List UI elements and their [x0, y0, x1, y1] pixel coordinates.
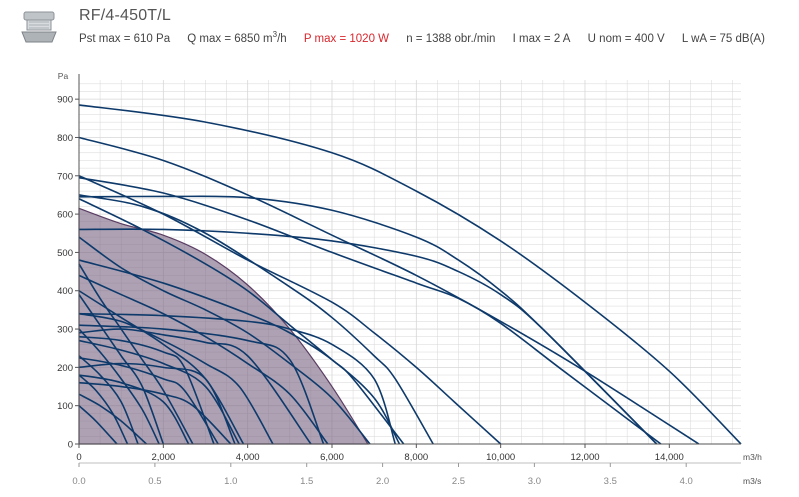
curve-28	[78, 393, 147, 445]
curve-29	[78, 405, 118, 445]
curve-15	[78, 312, 274, 445]
curve-27	[78, 381, 232, 445]
y-tick-label: 100	[57, 401, 73, 412]
header: RF/4-450T/L Pst max = 610 Pa Q max = 685…	[0, 0, 799, 60]
y-tick-label: 300	[57, 325, 73, 336]
spec-line: Pst max = 610 Pa Q max = 6850 m3/h P max…	[79, 30, 779, 45]
y-tick-label: 200	[57, 363, 73, 374]
curve-25	[78, 335, 215, 445]
curve-7	[78, 194, 434, 445]
performance-curves	[78, 104, 742, 445]
spec-p: P max = 1020 W	[303, 33, 390, 45]
x2-tick-label: 1.0	[224, 476, 237, 487]
spec-q: Q max = 6850 m3/h	[187, 30, 287, 45]
curve-1	[78, 104, 742, 445]
x-tick-label: 6,000	[320, 452, 344, 463]
curve-3	[78, 176, 662, 445]
x-tick-label: 10,000	[486, 452, 515, 463]
spec-u: U nom = 400 V	[587, 33, 665, 45]
y-tick-label: 900	[57, 95, 73, 106]
curve-21	[78, 294, 165, 445]
product-title: RF/4-450T/L	[79, 7, 172, 24]
x-tick-label: 8,000	[404, 452, 428, 463]
x2-tick-label: 2.5	[452, 476, 465, 487]
curve-22	[78, 328, 160, 445]
x2-tick-label: 1.5	[300, 476, 313, 487]
x-tick-label: 4,000	[236, 452, 260, 463]
x-tick-label: 14,000	[655, 452, 684, 463]
curve-13	[78, 324, 325, 445]
x2-tick-label: 2.0	[376, 476, 389, 487]
spec-q-sup: 3	[272, 30, 278, 40]
x2-tick-label: 4.0	[680, 476, 693, 487]
curve-17	[78, 339, 240, 445]
x2-axis-label: m3/s	[743, 476, 761, 486]
x2-tick-label: 3.5	[604, 476, 617, 487]
curve-9	[78, 236, 371, 445]
y-tick-label: 500	[57, 248, 73, 259]
operating-area	[78, 207, 369, 445]
x-tick-label: 2,000	[151, 452, 175, 463]
x2-tick-label: 3.0	[528, 476, 541, 487]
curve-5	[78, 228, 658, 445]
curve-16	[78, 290, 245, 445]
spec-l: L wA = 75 dB(A)	[681, 33, 765, 45]
x-tick-label: 0	[76, 452, 81, 463]
spec-n: n = 1388 obr./min	[406, 33, 496, 45]
curve-12	[78, 312, 397, 445]
curve-24	[78, 374, 129, 445]
y-axis-label: Pa	[58, 71, 69, 81]
curve-26	[78, 362, 236, 445]
x2-tick-label: 0.5	[148, 476, 161, 487]
curve-23	[78, 355, 139, 445]
x-axis-label: m3/h	[743, 452, 762, 462]
curve-11	[78, 274, 329, 445]
curve-18	[78, 357, 219, 445]
y-tick-label: 600	[57, 210, 73, 221]
x-tick-label: 12,000	[570, 452, 599, 463]
curve-8	[78, 198, 405, 445]
roof-fan-icon	[21, 11, 57, 43]
y-tick-label: 400	[57, 286, 73, 297]
spec-pst: Pst max = 610 Pa	[79, 33, 171, 45]
spec-i: I max = 2 A	[512, 33, 571, 45]
y-tick-label: 0	[68, 440, 73, 451]
y-tick-label: 700	[57, 171, 73, 182]
x2-tick-label: 0.0	[72, 476, 85, 487]
spec-q-text: Q max = 6850 m	[187, 33, 273, 45]
curve-10	[78, 259, 401, 445]
y-tick-label: 800	[57, 133, 73, 144]
spec-q-suffix: /h	[277, 33, 287, 45]
